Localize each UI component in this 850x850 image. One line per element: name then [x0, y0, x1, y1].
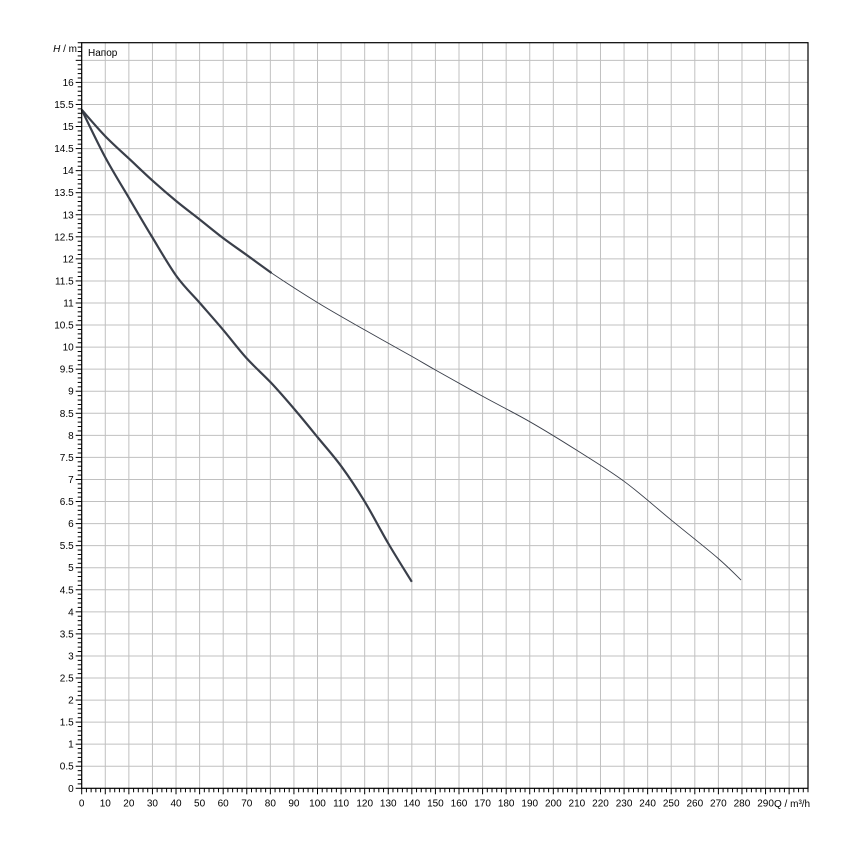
curve-2-thick-segment [80, 109, 273, 274]
y-tick-label: 16 [63, 78, 75, 89]
x-tick-label: 190 [521, 798, 538, 809]
y-tick-label: 7 [68, 475, 74, 486]
y-tick-label: 14 [63, 166, 75, 177]
y-tick-label: 8.5 [60, 409, 74, 420]
y-tick-label: 6 [68, 519, 74, 530]
y-axis-unit: / m [60, 44, 77, 55]
chart-title: Напор [88, 48, 118, 59]
x-tick-label: 130 [380, 798, 397, 809]
x-tick-label: 260 [686, 798, 703, 809]
x-tick-label: 140 [403, 798, 420, 809]
y-axis-title: H / m [53, 44, 77, 55]
y-tick-label: 7.5 [60, 453, 74, 464]
curve-1 [80, 109, 413, 583]
x-tick-label: 170 [474, 798, 491, 809]
x-axis-title: Q / m³/h [774, 799, 810, 810]
x-tick-label: 70 [241, 798, 253, 809]
x-tick-label: 50 [194, 798, 206, 809]
y-tick-label: 6.5 [60, 497, 74, 508]
x-tick-label: 270 [710, 798, 727, 809]
y-tick-label: 13.5 [54, 188, 74, 199]
y-tick-label: 5.5 [60, 541, 74, 552]
y-tick-label: 10 [63, 343, 75, 354]
x-tick-label: 120 [356, 798, 373, 809]
y-tick-label: 12 [63, 254, 75, 265]
y-tick-label: 15 [63, 122, 75, 133]
x-tick-label: 230 [616, 798, 633, 809]
axis-ticks [75, 42, 809, 795]
x-tick-label: 90 [288, 798, 300, 809]
y-tick-label: 15.5 [54, 100, 74, 111]
y-tick-label: 4.5 [60, 585, 74, 596]
y-tick-label: 13 [63, 210, 75, 221]
y-axis-symbol: H [53, 44, 61, 55]
y-tick-label: 11.5 [55, 276, 74, 287]
x-tick-label: 240 [639, 798, 656, 809]
y-tick-label: 1.5 [60, 718, 74, 729]
plot-frame [81, 42, 809, 789]
y-tick-label: 14.5 [54, 144, 74, 155]
y-tick-label: 9 [68, 387, 74, 398]
y-tick-label: 4 [68, 607, 74, 618]
x-tick-label: 0 [79, 798, 85, 809]
x-tick-label: 180 [498, 798, 515, 809]
x-tick-label: 40 [170, 798, 182, 809]
y-tick-label: 3 [68, 651, 74, 662]
y-tick-label: 2.5 [60, 674, 74, 685]
y-tick-label: 12.5 [54, 232, 74, 243]
y-tick-label: 10.5 [54, 321, 74, 332]
x-tick-label: 220 [592, 798, 609, 809]
x-tick-label: 80 [265, 798, 277, 809]
y-tick-label: 9.5 [60, 365, 74, 376]
x-tick-label: 210 [569, 798, 586, 809]
x-tick-label: 30 [147, 798, 159, 809]
x-tick-label: 10 [100, 798, 112, 809]
x-tick-label: 20 [123, 798, 135, 809]
y-tick-label: 2 [68, 696, 74, 707]
y-tick-label: 1 [68, 740, 74, 751]
x-tick-label: 150 [427, 798, 444, 809]
x-tick-label: 280 [734, 798, 751, 809]
x-tick-label: 100 [309, 798, 326, 809]
grid [81, 42, 808, 789]
x-tick-label: 160 [451, 798, 468, 809]
x-tick-label: 250 [663, 798, 680, 809]
x-tick-label: 290 [757, 798, 774, 809]
y-tick-label: 5 [68, 563, 74, 574]
y-tick-label: 11 [63, 298, 74, 309]
y-tick-label: 0.5 [60, 762, 74, 773]
y-tick-label: 3.5 [60, 629, 74, 640]
y-tick-label: 0 [68, 784, 74, 795]
y-tick-label: 8 [68, 431, 74, 442]
curves [80, 109, 742, 583]
tick-labels: 0 10 20 30 40 50 60 70 80 90 100 110 120 130 140 150 160… [54, 78, 774, 809]
x-tick-label: 60 [218, 798, 230, 809]
x-tick-label: 200 [545, 798, 562, 809]
x-tick-label: 110 [333, 798, 349, 809]
